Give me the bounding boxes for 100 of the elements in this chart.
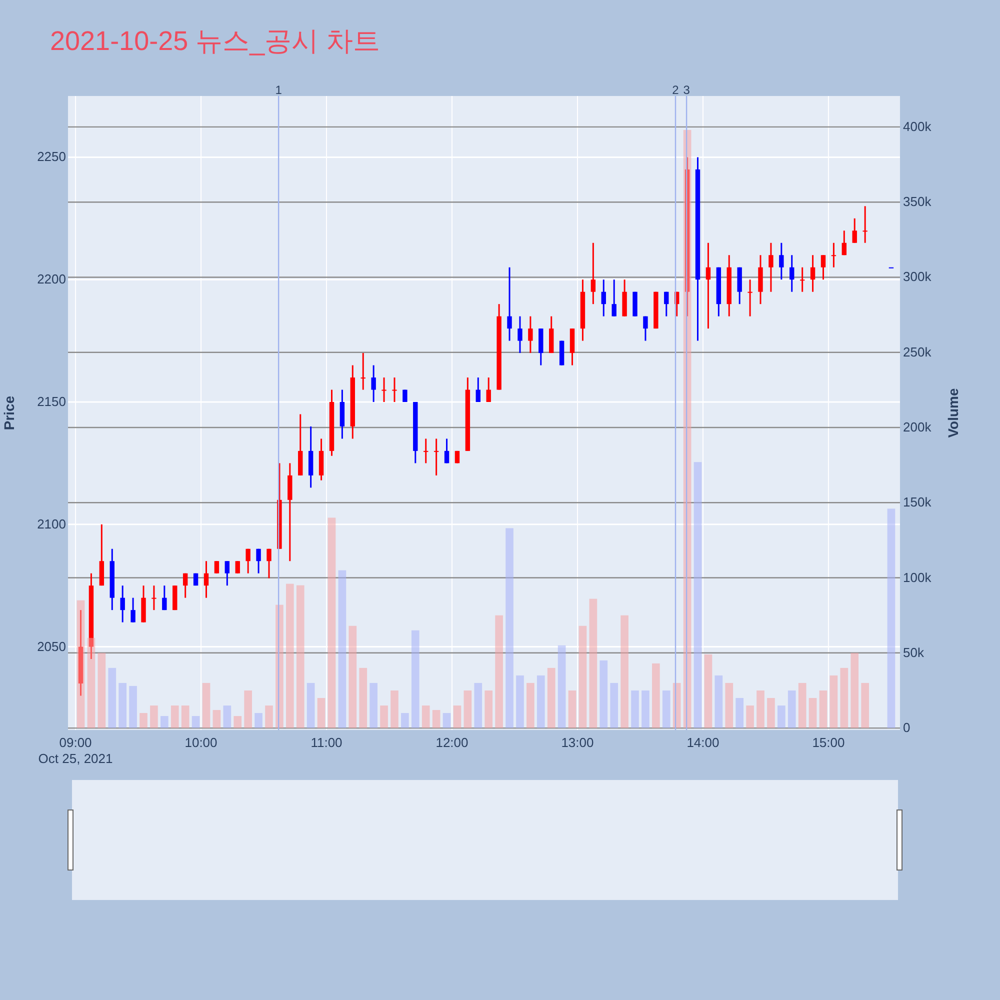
candlestick	[130, 597, 136, 624]
bar	[558, 645, 566, 728]
candlestick	[590, 242, 596, 305]
bar	[181, 706, 190, 728]
candlestick	[392, 376, 397, 403]
candlestick	[246, 548, 250, 574]
candlestick	[518, 316, 522, 354]
bar	[704, 654, 712, 728]
x-tick-label: 12:00	[436, 735, 468, 750]
y2-tick-label: 0	[903, 720, 910, 736]
candlestick	[862, 205, 868, 244]
y-tick-label: 2250	[37, 149, 66, 164]
y2-tick-label: 50k	[903, 644, 924, 660]
bar	[170, 706, 179, 728]
bar	[725, 682, 734, 728]
bar	[464, 690, 472, 728]
candlestick	[424, 438, 428, 464]
candlestick	[224, 560, 230, 586]
y2-tick-label: 250k	[903, 344, 932, 360]
text: Oct 25, 2021	[38, 751, 113, 766]
bar	[234, 716, 242, 728]
bar	[887, 508, 896, 728]
bar	[642, 690, 650, 728]
bar	[129, 686, 137, 728]
annotation: 2	[672, 83, 680, 97]
bar	[411, 630, 420, 728]
bar	[442, 713, 451, 728]
y-tick-label: 2100	[37, 516, 66, 532]
y-axis-title: Price	[1, 396, 17, 430]
candlestick	[800, 266, 805, 293]
bar	[108, 668, 116, 728]
bar	[140, 713, 148, 728]
bar	[338, 570, 346, 728]
bar	[819, 690, 828, 728]
bar	[296, 585, 304, 728]
candlestick	[382, 376, 386, 403]
bar	[98, 652, 106, 728]
bar	[432, 710, 440, 728]
y-tick-label: 2200	[37, 272, 66, 287]
bar	[422, 706, 430, 728]
y2-tick-label: 100k	[903, 570, 932, 585]
y2-tick-label: 350k	[903, 194, 932, 210]
bar	[76, 600, 85, 728]
candlestick	[790, 254, 794, 293]
bar	[840, 668, 848, 728]
bar	[223, 706, 232, 728]
bar	[756, 690, 764, 728]
candlestick	[831, 242, 836, 268]
bar	[192, 716, 200, 728]
bar	[150, 706, 158, 728]
candlestick	[748, 278, 752, 318]
bar	[286, 584, 294, 728]
bar	[746, 706, 754, 728]
candlestick	[371, 364, 376, 403]
bar	[830, 675, 838, 728]
bar	[547, 668, 556, 728]
bar	[798, 682, 806, 728]
bar	[160, 716, 168, 728]
bar	[306, 682, 315, 728]
candlestick	[852, 218, 857, 244]
candlestick	[842, 230, 847, 256]
bar	[390, 690, 398, 728]
bar	[484, 690, 493, 728]
bar	[254, 713, 262, 728]
candlestick	[204, 560, 209, 599]
x-tick-label: 13:00	[561, 735, 594, 750]
y2-tick-label: 150k	[903, 494, 932, 510]
bar	[401, 713, 409, 728]
candlestick	[664, 291, 669, 318]
candlestick	[266, 548, 272, 579]
y2-axis-title: Volume	[945, 388, 961, 438]
bar	[317, 698, 326, 728]
bar	[850, 652, 859, 728]
candlestick	[360, 352, 366, 390]
candlestick	[706, 242, 711, 330]
y2-tick-label: 300k	[903, 269, 932, 284]
candlestick	[152, 584, 156, 611]
candlestick	[434, 438, 439, 476]
candlestick	[162, 584, 167, 611]
candlestick	[235, 560, 240, 574]
bar	[370, 682, 378, 728]
bar	[568, 690, 576, 728]
candlestick	[601, 278, 606, 318]
candlestick	[214, 560, 220, 574]
bar	[495, 615, 503, 728]
candlestick	[256, 548, 261, 574]
x-tick-label: 14:00	[686, 735, 720, 750]
bar	[610, 682, 618, 728]
bar	[348, 626, 357, 728]
bar	[328, 518, 336, 728]
y-tick-label: 2050	[37, 638, 66, 654]
candlestick	[810, 254, 816, 293]
bar	[506, 528, 514, 728]
bar	[714, 675, 723, 728]
candlestick	[643, 316, 648, 342]
bar	[202, 682, 210, 728]
candlestick	[507, 266, 512, 342]
candlestick	[486, 376, 491, 403]
bar	[777, 706, 786, 728]
bar	[620, 615, 628, 728]
